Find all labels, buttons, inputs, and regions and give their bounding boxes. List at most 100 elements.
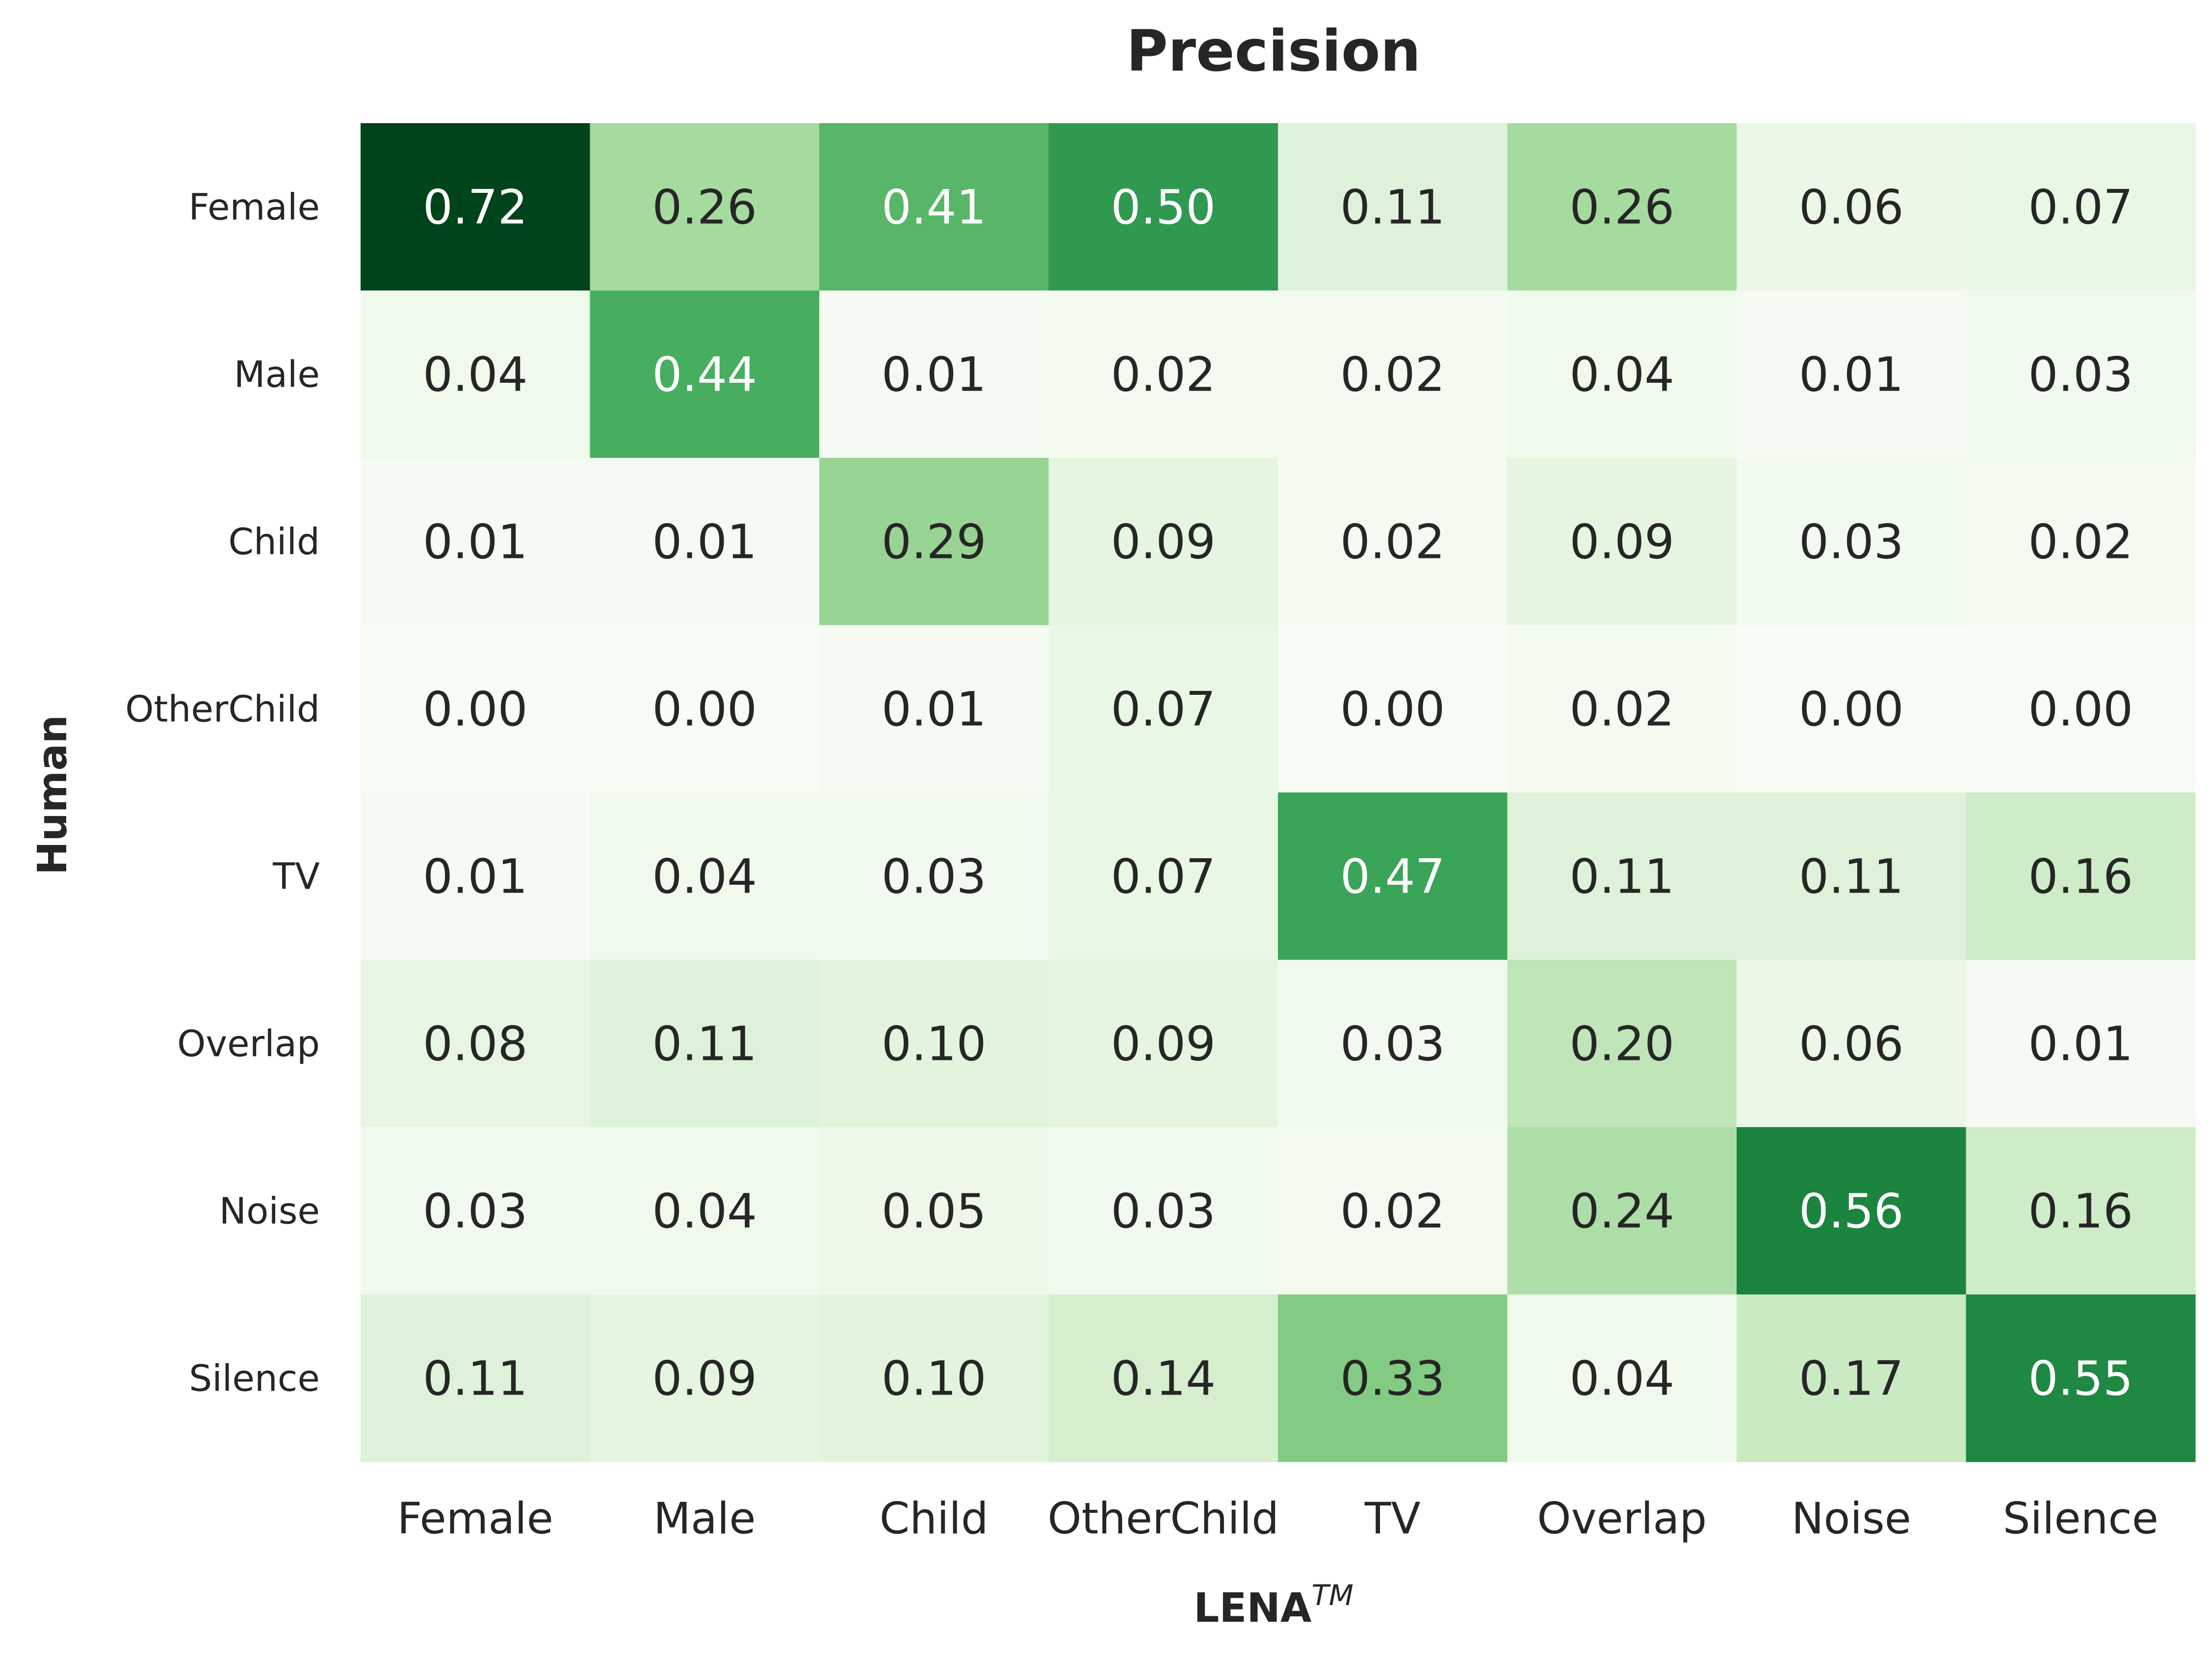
heatmap-cell (590, 1127, 820, 1295)
y-tick-label: Child (228, 521, 320, 563)
heatmap-cell-value: 0.05 (882, 1184, 987, 1239)
heatmap-cell (590, 123, 820, 291)
heatmap-cell-value: 0.01 (882, 682, 987, 737)
heatmap-cell (1966, 123, 2196, 291)
heatmap-cells (361, 123, 2196, 1462)
heatmap-cell (361, 960, 591, 1128)
heatmap-cell-value: 0.04 (1569, 1351, 1674, 1406)
heatmap-cell-value: 0.03 (423, 1184, 528, 1239)
x-tick-label: Female (397, 1493, 553, 1544)
heatmap-cell (1048, 458, 1278, 626)
heatmap-cell (590, 458, 820, 626)
heatmap-cell-value: 0.01 (423, 849, 528, 904)
heatmap-cell-value: 0.04 (1569, 347, 1674, 402)
heatmap-cell-value: 0.01 (1799, 347, 1904, 402)
heatmap-cell-value: 0.02 (2028, 515, 2133, 570)
x-tick-label: Male (653, 1493, 755, 1544)
heatmap-cell (361, 792, 591, 960)
heatmap-cell-value: 0.11 (1340, 180, 1445, 235)
heatmap-cell (1737, 458, 1967, 626)
heatmap-cell-value: 0.16 (2028, 849, 2133, 904)
heatmap-cell-value: 0.01 (423, 515, 528, 570)
heatmap-cell (1048, 1294, 1278, 1462)
heatmap-cell (1966, 1294, 2196, 1462)
heatmap-cell (361, 123, 591, 291)
heatmap-cell-value: 0.20 (1569, 1017, 1674, 1072)
heatmap-cell-value: 0.33 (1340, 1351, 1445, 1406)
heatmap-cell (1278, 1127, 1508, 1295)
y-tick-label: Overlap (177, 1023, 320, 1065)
heatmap-cell-value: 0.00 (652, 682, 757, 737)
heatmap-cell (361, 1294, 591, 1462)
heatmap-cell (361, 458, 591, 626)
heatmap-cell-value: 0.01 (652, 515, 757, 570)
heatmap-cell-value: 0.16 (2028, 1184, 2133, 1239)
x-tick-label: Overlap (1537, 1493, 1707, 1544)
heatmap-cell (1966, 458, 2196, 626)
heatmap-cell-value: 0.10 (882, 1017, 987, 1072)
heatmap-cell-value: 0.06 (1799, 1017, 1904, 1072)
y-tick-label: OtherChild (125, 688, 320, 731)
heatmap-cell (1507, 290, 1737, 458)
heatmap-cell (819, 1294, 1049, 1462)
heatmap-cell (1278, 123, 1508, 291)
heatmap-cell-value: 0.04 (652, 1184, 757, 1239)
x-tick-label: Silence (2003, 1493, 2159, 1544)
heatmap-cell-value: 0.02 (1340, 515, 1445, 570)
heatmap-cell-value: 0.02 (1569, 682, 1674, 737)
heatmap-cell-value: 0.02 (1340, 347, 1445, 402)
heatmap-cell (1966, 960, 2196, 1128)
x-tick-label: TV (1364, 1493, 1421, 1544)
heatmap-cell-value: 0.11 (1799, 849, 1904, 904)
heatmap-cell (1737, 960, 1967, 1128)
heatmap-cell-value: 0.72 (423, 180, 528, 235)
y-tick-label: Male (234, 354, 320, 396)
heatmap-cell (1278, 458, 1508, 626)
heatmap-cell (1737, 792, 1967, 960)
y-tick-label: Silence (189, 1358, 320, 1400)
heatmap-cell-value: 0.26 (1569, 180, 1674, 235)
heatmap-cell (819, 625, 1049, 793)
heatmap-cell-value: 0.14 (1111, 1351, 1216, 1406)
heatmap-cell (361, 625, 591, 793)
y-tick-label: Female (188, 186, 320, 229)
heatmap-cell-value: 0.07 (1111, 849, 1216, 904)
heatmap-cell (1278, 792, 1508, 960)
heatmap-cell-value: 0.06 (1799, 180, 1904, 235)
heatmap-cell (1507, 1127, 1737, 1295)
heatmap-cell (1507, 792, 1737, 960)
heatmap-cell (1278, 290, 1508, 458)
heatmap-cell (1966, 290, 2196, 458)
heatmap-cell-value: 0.09 (1569, 515, 1674, 570)
heatmap-cell-value: 0.11 (652, 1017, 757, 1072)
heatmap-cell-value: 0.11 (423, 1351, 528, 1406)
heatmap-cell (819, 290, 1049, 458)
heatmap-cell-value: 0.50 (1111, 180, 1216, 235)
x-tick-label: Child (880, 1493, 989, 1544)
heatmap-cell (590, 290, 820, 458)
heatmap-cell-value: 0.04 (423, 347, 528, 402)
chart-title: Precision (1126, 18, 1421, 84)
heatmap-cell (361, 290, 591, 458)
heatmap-cell (819, 792, 1049, 960)
heatmap-cell (1278, 960, 1508, 1128)
heatmap-cell-value: 0.03 (2028, 347, 2133, 402)
heatmap-cell-value: 0.55 (2028, 1351, 2133, 1406)
heatmap-cell-value: 0.01 (882, 347, 987, 402)
heatmap-cell-value: 0.11 (1569, 849, 1674, 904)
y-tick-labels: Female Male Child OtherChild TV Overlap Noise S… (125, 186, 320, 1400)
heatmap-cell (1048, 792, 1278, 960)
x-axis-label: LENATM (1194, 1579, 1353, 1632)
heatmap-cell (1048, 625, 1278, 793)
heatmap-cell (1737, 123, 1967, 291)
heatmap-cell (1507, 1294, 1737, 1462)
heatmap-cell-value: 0.03 (1799, 515, 1904, 570)
heatmap-cell-value: 0.44 (652, 347, 757, 402)
heatmap-cell (590, 960, 820, 1128)
heatmap-cell-value: 0.00 (423, 682, 528, 737)
heatmap-cell-value: 0.56 (1799, 1184, 1904, 1239)
heatmap-cell-value: 0.26 (652, 180, 757, 235)
heatmap-cell (1278, 625, 1508, 793)
heatmap-cell-value: 0.04 (652, 849, 757, 904)
heatmap-cell (590, 792, 820, 960)
